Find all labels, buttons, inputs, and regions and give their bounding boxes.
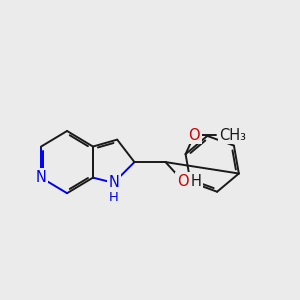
- Text: O: O: [177, 174, 189, 189]
- Text: H: H: [109, 191, 118, 204]
- Text: N: N: [108, 175, 119, 190]
- Text: O: O: [188, 128, 200, 142]
- Text: CH₃: CH₃: [219, 128, 246, 142]
- Text: N: N: [36, 170, 46, 185]
- Text: H: H: [190, 174, 201, 189]
